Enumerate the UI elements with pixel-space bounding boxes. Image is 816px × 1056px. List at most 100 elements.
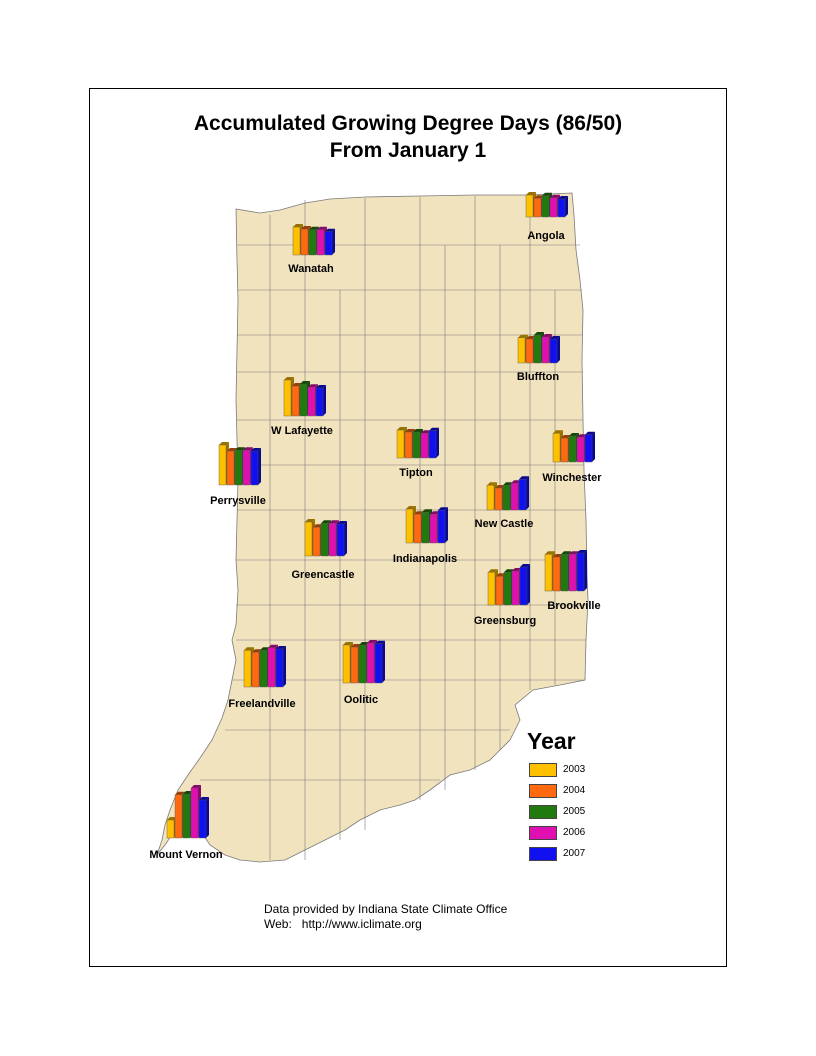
bar-front — [304, 521, 313, 557]
bar-top — [191, 785, 201, 788]
indiana-state-shape — [156, 192, 589, 863]
bar-top — [329, 520, 339, 524]
station-wanatah: Wanatah — [288, 224, 335, 275]
legend-swatch — [529, 826, 557, 840]
bar-front — [316, 229, 325, 256]
bar-front — [576, 552, 585, 592]
station-bar — [374, 640, 385, 684]
bar-top — [292, 383, 302, 386]
bar-top — [414, 511, 424, 515]
station-label: Winchester — [542, 472, 602, 484]
bar-top — [405, 429, 415, 432]
bar-front — [541, 336, 550, 364]
bar-front — [533, 197, 542, 218]
bar-front — [404, 431, 413, 459]
bar-front — [568, 435, 577, 463]
bar-top — [305, 519, 315, 522]
bar-front — [495, 576, 504, 606]
bar-top — [520, 564, 530, 567]
legend-label: 2005 — [563, 806, 586, 817]
bar-top — [503, 482, 513, 486]
bar-front — [342, 644, 351, 684]
bar-top — [495, 485, 505, 488]
bar-front — [486, 485, 495, 511]
bar-front — [275, 648, 284, 688]
bar-top — [243, 447, 253, 451]
bar-side — [557, 336, 560, 363]
bar-top — [577, 434, 587, 438]
bar-front — [584, 434, 593, 463]
bar-top — [308, 384, 318, 388]
bar-top — [260, 647, 270, 651]
bar-side — [258, 448, 261, 485]
bar-top — [321, 520, 331, 524]
bar-front — [182, 793, 191, 839]
bar-front — [226, 450, 235, 486]
bar-front — [552, 433, 561, 463]
station-label: Angola — [527, 230, 565, 242]
legend-swatch — [529, 763, 557, 777]
bar-front — [350, 646, 359, 684]
bar-front — [292, 226, 301, 256]
bar-front — [428, 430, 437, 459]
bar-top — [375, 640, 385, 644]
bar-top — [526, 336, 536, 339]
station-label: Indianapolis — [393, 553, 457, 565]
bar-front — [568, 554, 577, 592]
station-brookville: Brookville — [544, 550, 601, 612]
bar-top — [518, 334, 528, 338]
bar-front — [283, 379, 292, 417]
bar-top — [351, 644, 361, 647]
bar-top — [199, 797, 209, 800]
station-label: Perrysville — [210, 495, 266, 507]
bar-top — [244, 647, 254, 651]
station-w-lafayette: W Lafayette — [271, 377, 333, 437]
bar-front — [243, 650, 252, 688]
map-title: Accumulated Growing Degree Days (86/50) … — [89, 110, 727, 164]
station-new-castle: New Castle — [475, 476, 533, 530]
bar-top — [219, 442, 229, 445]
station-label: Greencastle — [292, 569, 355, 581]
bar-front — [291, 385, 300, 417]
station-bar — [437, 507, 448, 544]
bar-top — [545, 551, 555, 555]
bar-front — [312, 527, 321, 557]
bar-front — [557, 198, 566, 218]
station-winchester: Winchester — [542, 430, 602, 484]
bar-top — [268, 644, 278, 648]
bar-top — [496, 573, 506, 577]
bar-front — [544, 554, 553, 592]
bar-top — [542, 334, 552, 337]
map-frame — [89, 88, 727, 967]
legend-label: 2007 — [563, 848, 586, 859]
bar-top — [487, 482, 497, 486]
bar-top — [313, 524, 323, 528]
bar-front — [307, 387, 316, 417]
bar-front — [174, 794, 183, 839]
station-bar — [336, 521, 347, 557]
bar-top — [534, 332, 544, 335]
station-bar — [250, 448, 261, 486]
bar-top — [553, 430, 563, 434]
station-label: Tipton — [399, 467, 433, 479]
station-label: Brookville — [547, 600, 600, 612]
station-label: Mount Vernon — [149, 849, 223, 861]
bar-side — [332, 228, 335, 255]
bar-top — [585, 431, 595, 435]
bar-side — [323, 385, 326, 416]
bar-side — [565, 196, 568, 217]
bar-top — [534, 195, 544, 199]
station-oolitic: Oolitic — [342, 640, 385, 706]
bar-top — [317, 226, 327, 230]
bar-top — [558, 196, 568, 199]
bar-top — [325, 228, 335, 232]
bar-front — [366, 642, 375, 684]
bar-top — [422, 509, 432, 513]
bar-top — [561, 551, 571, 555]
bar-front — [308, 229, 317, 256]
bar-front — [420, 433, 429, 459]
bar-front — [494, 487, 503, 511]
station-perrysville: Perrysville — [210, 442, 266, 507]
bar-front — [198, 799, 207, 839]
bar-front — [533, 334, 542, 364]
